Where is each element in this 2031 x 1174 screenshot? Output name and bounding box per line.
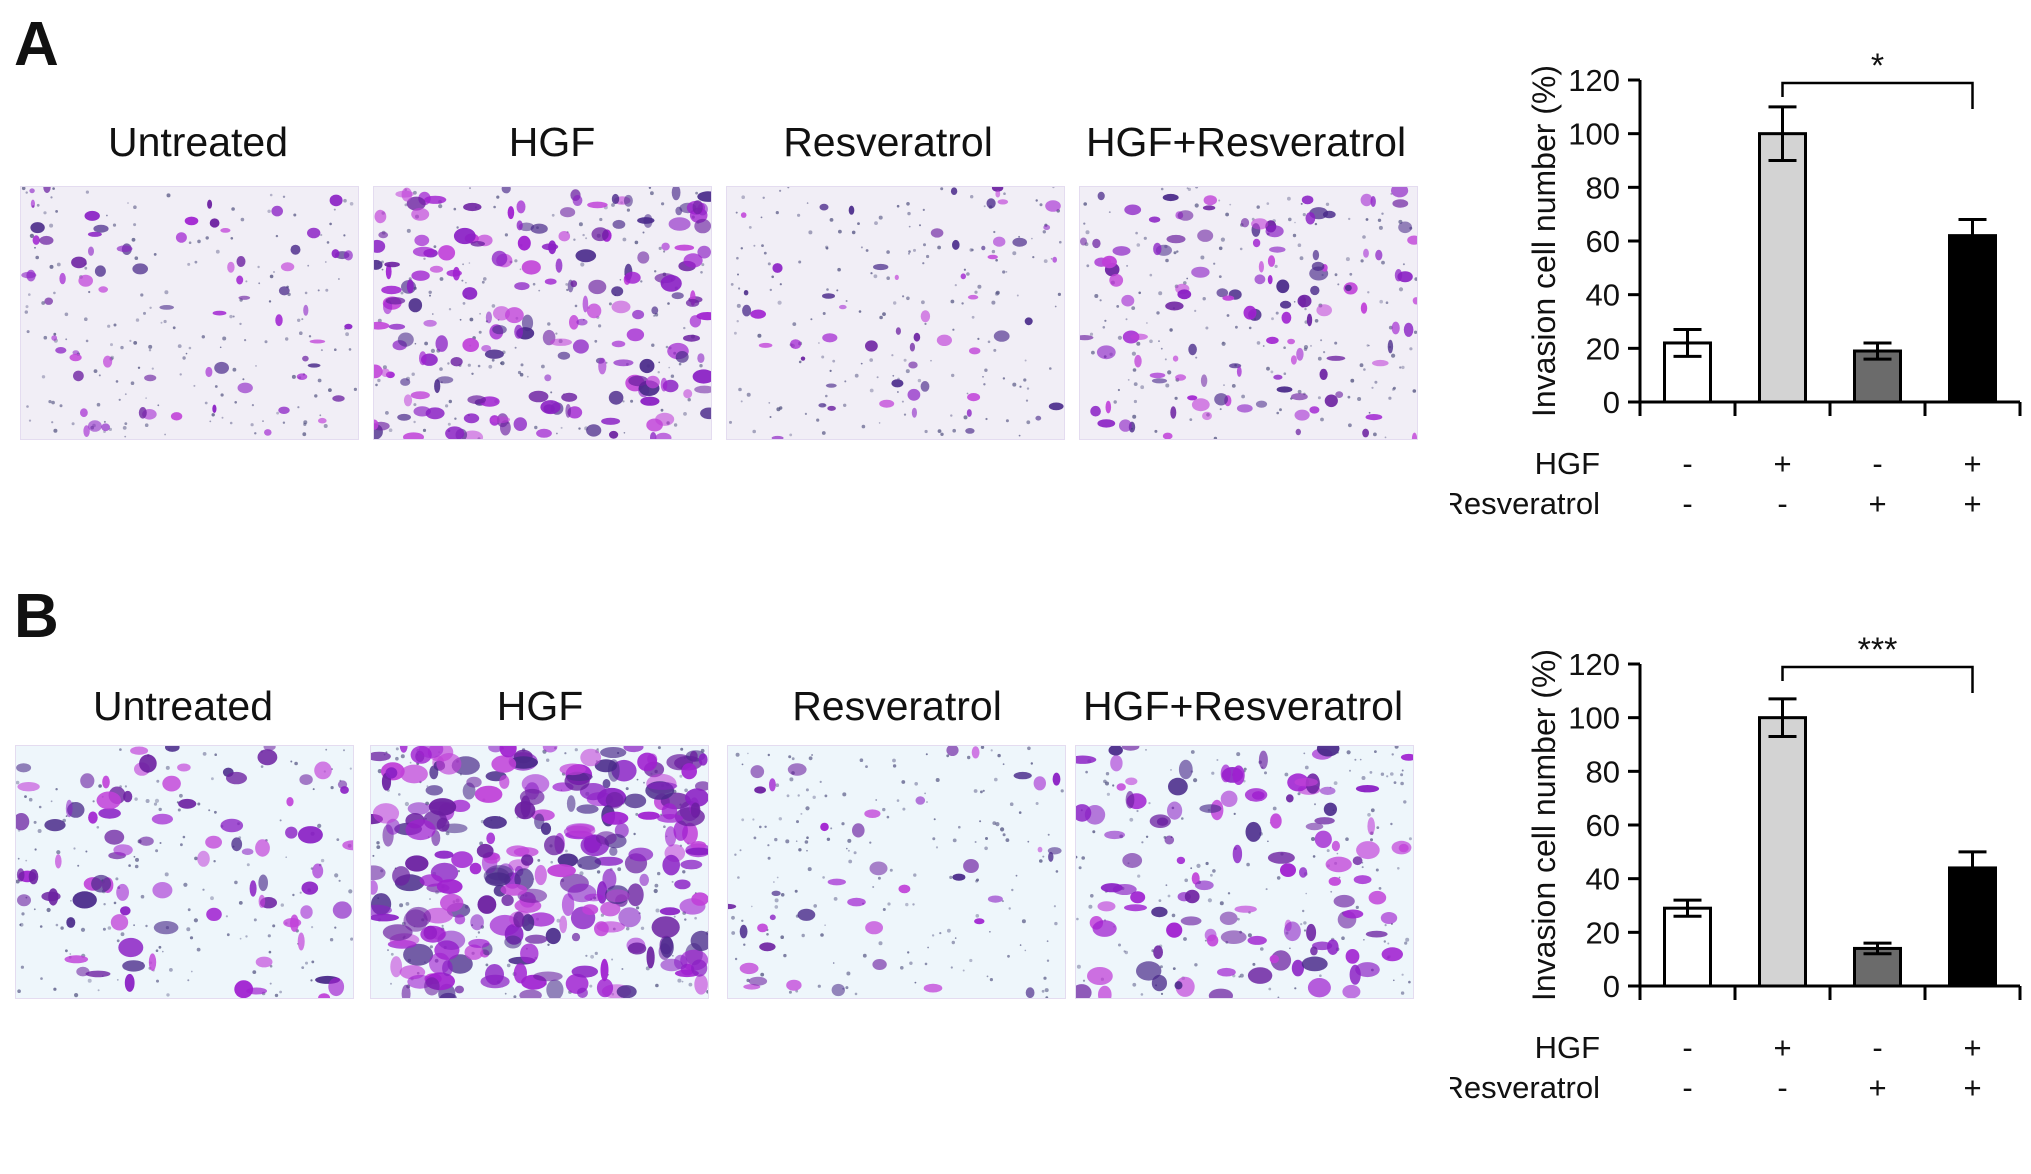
bar-chart-a-y-tick-label: 80	[1586, 170, 1620, 205]
bar-chart-b-condition-label-1: HGF	[1535, 1030, 1600, 1065]
bar-chart-b-condition-mark: +	[1868, 1070, 1886, 1105]
micrograph-a-hgf-resveratrol-cells	[1080, 187, 1417, 439]
bar-chart-a-condition-mark: +	[1963, 446, 1981, 481]
bar-chart-b-bar-2	[1758, 716, 1807, 988]
bar-chart-b-bar-1	[1663, 906, 1712, 988]
image-label-hgf-resveratrol-b: HGF+Resveratrol	[1082, 683, 1404, 729]
micrograph-a-untreated-cells	[21, 187, 357, 438]
bar-chart-b-condition-mark: -	[1682, 1070, 1692, 1105]
bar-chart-a-error-bar-4	[1958, 218, 1987, 254]
bar-chart-a-y-tick-label: 100	[1568, 117, 1620, 152]
image-label-hgf-b: HGF	[496, 683, 584, 729]
micrograph-a-hgf-resveratrol	[1079, 186, 1418, 440]
bar-chart-b-y-tick-label: 40	[1586, 862, 1620, 897]
bar-chart-a-y-label: Invasion cell number (%)	[1526, 65, 1562, 417]
bar-chart-a-condition-label-2: Resveratrol	[1450, 486, 1600, 521]
micrograph-b-hgf-cells	[371, 746, 708, 998]
panel-letter-b: B	[14, 582, 59, 651]
bar-chart-a-error-bar-3	[1863, 341, 1892, 361]
bar-chart-a-condition-label-1: HGF	[1535, 446, 1600, 481]
micrograph-b-resveratrol	[727, 745, 1066, 999]
bar-chart-a: 0 20 40 60 80 100 120 Invasion cell number (%) *…	[1450, 50, 2031, 590]
bar-chart-b-significance-label: ***	[1858, 634, 1898, 669]
bar-chart-a-condition-mark: -	[1872, 446, 1882, 481]
bar-chart-b-y-tick-label: 80	[1586, 754, 1620, 789]
image-label-resveratrol-b: Resveratrol	[792, 683, 1002, 729]
micrograph-a-resveratrol-cells	[729, 187, 1064, 439]
image-label-hgf-a: HGF	[508, 119, 596, 165]
bar-chart-a-y-tick-label: 120	[1568, 63, 1620, 98]
bar-chart-a-y-tick-label: 20	[1586, 331, 1620, 366]
bar-chart-a-significance-label: *	[1871, 50, 1884, 85]
bar-chart-b-condition-mark: -	[1872, 1030, 1882, 1065]
bar-chart-b-error-bar-2	[1768, 697, 1797, 738]
bar-chart-b-error-bar-4	[1958, 850, 1987, 886]
micrograph-a-untreated	[20, 186, 359, 440]
micrograph-b-untreated-cells	[16, 746, 353, 998]
bar-chart-a-condition-mark: -	[1682, 446, 1692, 481]
bar-chart-b-condition-label-2: Resveratrol	[1450, 1070, 1600, 1105]
bar-chart-a-error-bar-2	[1768, 105, 1797, 162]
image-label-resveratrol-a: Resveratrol	[783, 119, 993, 165]
bar-chart-a-condition-mark: +	[1868, 486, 1886, 521]
bar-chart-b-y-label: Invasion cell number (%)	[1526, 649, 1562, 1001]
micrograph-b-untreated	[15, 745, 354, 999]
bar-chart-b-y-tick-label: 0	[1603, 969, 1620, 1004]
bar-chart-a-condition-mark: +	[1773, 446, 1791, 481]
bar-chart-b-condition-mark: +	[1963, 1070, 1981, 1105]
bar-chart-b-y-tick-label: 20	[1586, 915, 1620, 950]
bar-chart-b-significance-bracket	[1781, 665, 1974, 693]
image-label-hgf-resveratrol-a: HGF+Resveratrol	[1085, 119, 1407, 165]
bar-chart-b-y-tick-label: 120	[1568, 647, 1620, 682]
bar-chart-a-condition-mark: -	[1682, 486, 1692, 521]
bar-chart-b-condition-mark: -	[1682, 1030, 1692, 1065]
bar-chart-b-y-tick-label: 100	[1568, 701, 1620, 736]
micrograph-b-resveratrol-cells	[728, 746, 1064, 998]
bar-chart-a-condition-mark: -	[1777, 486, 1787, 521]
bar-chart-b-bar-4	[1948, 866, 1997, 988]
micrograph-b-hgf	[370, 745, 709, 999]
bar-chart-a-y-tick-label: 0	[1603, 385, 1620, 420]
bar-chart-b-error-bar-1	[1673, 898, 1702, 918]
bar-chart-a-bar-4	[1948, 234, 1997, 404]
bar-chart-b-y-tick-label: 60	[1586, 808, 1620, 843]
bar-chart-b-error-bar-3	[1863, 941, 1892, 956]
bar-chart-a-condition-mark: +	[1963, 486, 1981, 521]
micrograph-b-hgf-resveratrol	[1075, 745, 1414, 999]
bar-chart-a-y-tick-label: 60	[1586, 224, 1620, 259]
bar-chart-a-significance-bracket	[1781, 81, 1974, 109]
image-label-untreated-b: Untreated	[92, 683, 274, 729]
bar-chart-b-condition-mark: +	[1963, 1030, 1981, 1065]
micrograph-a-hgf-cells	[374, 187, 711, 439]
bar-chart-a-y-tick-label: 40	[1586, 278, 1620, 313]
bar-chart-b-condition-mark: -	[1777, 1070, 1787, 1105]
panel-letter-a: A	[14, 10, 59, 79]
bar-chart-b: 0 20 40 60 80 100 120 Invasion cell number (%) *…	[1450, 634, 2031, 1174]
micrograph-a-resveratrol	[726, 186, 1065, 440]
micrograph-a-hgf	[373, 186, 712, 440]
bar-chart-a-bar-2	[1758, 132, 1807, 404]
bar-chart-a-error-bar-1	[1673, 328, 1702, 358]
bar-chart-b-condition-mark: +	[1773, 1030, 1791, 1065]
image-label-untreated-a: Untreated	[107, 119, 289, 165]
micrograph-b-hgf-resveratrol-cells	[1076, 746, 1413, 998]
